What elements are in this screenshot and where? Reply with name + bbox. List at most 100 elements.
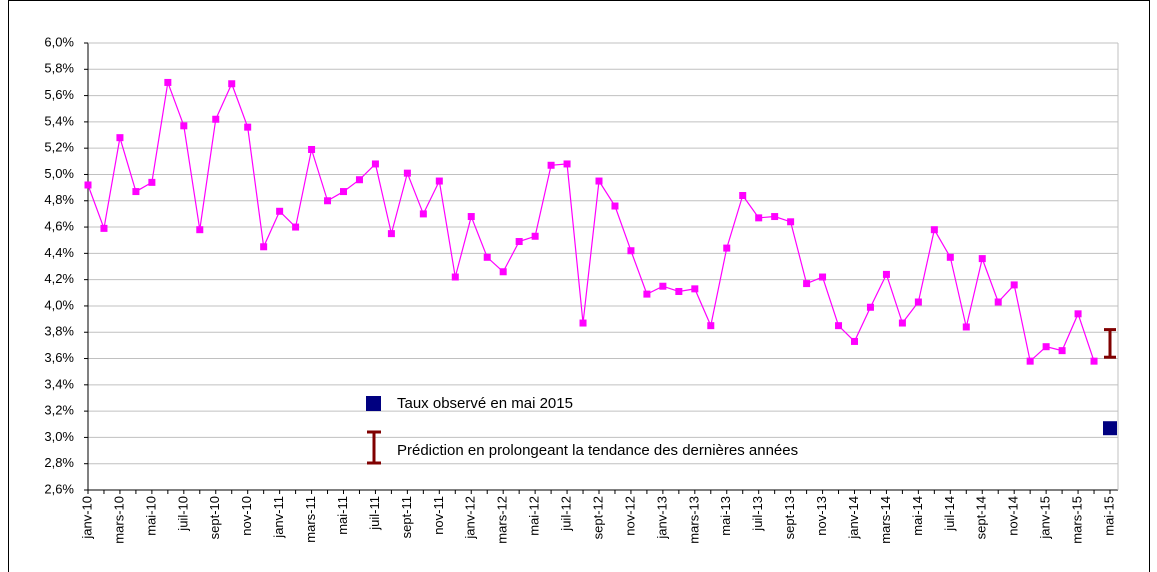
point-marker — [355, 176, 363, 184]
point-marker — [787, 218, 795, 226]
point-marker — [755, 214, 763, 222]
point-marker — [803, 280, 811, 288]
y-tick-label: 3,2% — [44, 403, 74, 418]
x-tick-label: janv-15 — [1038, 496, 1053, 540]
point-marker — [467, 213, 475, 221]
point-marker — [483, 253, 491, 261]
x-tick-label: janv-14 — [846, 496, 861, 540]
point-marker — [611, 202, 619, 210]
x-tick-label: mai-14 — [910, 496, 925, 536]
x-tick-label: juil-11 — [367, 496, 382, 531]
y-tick-label: 4,0% — [44, 297, 74, 312]
x-tick-label: janv-13 — [654, 496, 669, 540]
x-tick-label: mai-11 — [335, 496, 350, 535]
point-marker — [771, 213, 779, 221]
x-tick-label: nov-14 — [1006, 496, 1021, 536]
point-marker — [1058, 347, 1066, 355]
x-tick-label: juil-10 — [175, 496, 190, 532]
point-marker — [451, 273, 459, 281]
x-tick-label: juil-12 — [559, 496, 574, 532]
point-marker — [260, 243, 268, 251]
point-marker — [371, 160, 379, 168]
point-marker — [835, 322, 843, 330]
point-marker — [164, 78, 172, 86]
point-marker — [292, 223, 300, 231]
x-tick-label: mars-14 — [878, 496, 893, 544]
x-tick-label: mars-12 — [495, 496, 510, 544]
point-marker — [978, 255, 986, 263]
y-tick-label: 3,4% — [44, 376, 74, 391]
point-marker — [212, 115, 220, 123]
point-marker — [515, 238, 523, 246]
point-marker — [563, 160, 571, 168]
point-marker — [946, 253, 954, 261]
y-tick-label: 3,6% — [44, 350, 74, 365]
point-marker — [228, 80, 236, 88]
y-tick-label: 4,6% — [44, 218, 74, 233]
x-tick-label: mai-12 — [527, 496, 542, 536]
point-marker — [819, 273, 827, 281]
x-tick-label: nov-12 — [622, 496, 637, 536]
x-tick-label: mai-15 — [1101, 496, 1116, 536]
point-marker — [547, 161, 555, 169]
y-tick-label: 3,0% — [44, 429, 74, 444]
x-tick-label: janv-12 — [463, 496, 478, 540]
point-marker — [723, 244, 731, 252]
x-tick-label: sept-10 — [207, 496, 222, 539]
point-marker — [100, 224, 108, 232]
x-tick-label: mars-11 — [303, 496, 318, 543]
point-marker — [579, 319, 587, 327]
series-line — [87, 80, 1095, 363]
x-tick-label: janv-11 — [271, 496, 286, 539]
point-marker — [403, 169, 411, 177]
point-marker — [435, 177, 443, 185]
point-marker — [962, 323, 970, 331]
point-marker — [148, 178, 156, 186]
x-tick-label: sept-14 — [974, 496, 989, 539]
x-tick-label: juil-13 — [750, 496, 765, 532]
point-marker — [595, 177, 603, 185]
point-marker — [994, 298, 1002, 306]
y-tick-label: 3,8% — [44, 324, 74, 339]
x-tick-label: mai-13 — [718, 496, 733, 536]
prediction-bar — [1104, 328, 1116, 359]
x-tick-label: mars-13 — [686, 496, 701, 544]
point-marker — [659, 282, 667, 290]
x-tick-label: nov-13 — [814, 496, 829, 536]
point-marker — [531, 232, 539, 240]
x-tick-label: sept-12 — [590, 496, 605, 539]
point-marker — [84, 181, 92, 189]
point-marker — [499, 268, 507, 276]
point-marker — [914, 298, 922, 306]
y-tick-label: 4,8% — [44, 192, 74, 207]
point-marker — [1010, 281, 1018, 289]
x-tick-label: mars-15 — [1070, 496, 1085, 544]
legend-label: Prédiction en prolongeant la tendance de… — [397, 442, 798, 459]
point-marker — [132, 188, 140, 196]
point-marker — [739, 192, 747, 200]
y-tick-label: 2,6% — [44, 481, 74, 496]
point-marker — [244, 123, 252, 131]
y-tick-label: 6,0% — [44, 34, 74, 49]
x-tick-label: mai-10 — [143, 496, 158, 536]
x-tick-label: janv-10 — [79, 496, 94, 540]
point-marker — [1042, 343, 1050, 351]
point-marker — [116, 134, 124, 142]
point-marker — [643, 290, 651, 298]
x-tick-label: juil-14 — [942, 496, 957, 532]
observed-marker — [1103, 421, 1117, 436]
point-marker — [387, 230, 395, 238]
point-marker — [276, 207, 284, 215]
point-marker — [882, 270, 890, 278]
y-tick-label: 5,4% — [44, 113, 74, 128]
point-marker — [419, 210, 427, 218]
legend-label: Taux observé en mai 2015 — [397, 395, 573, 412]
y-tick-label: 4,2% — [44, 271, 74, 286]
point-marker — [324, 197, 332, 205]
y-tick-label: 5,8% — [44, 61, 74, 76]
point-marker — [707, 322, 715, 330]
point-marker — [675, 287, 683, 295]
x-tick-label: sept-11 — [399, 496, 414, 538]
point-marker — [898, 319, 906, 327]
